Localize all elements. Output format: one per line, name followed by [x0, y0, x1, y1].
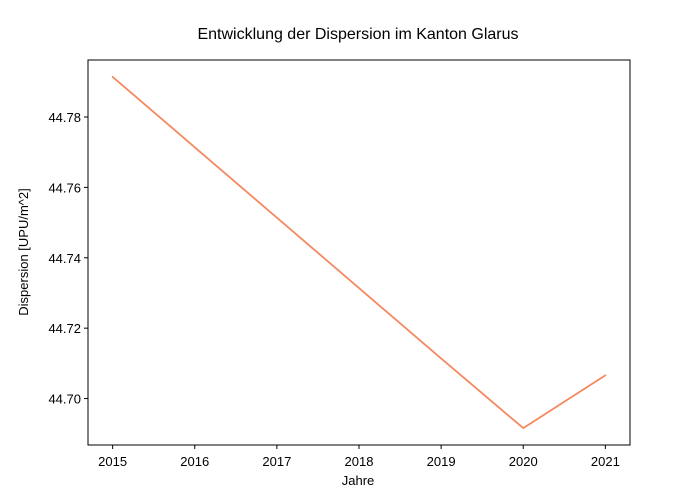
x-tick-label: 2017	[262, 454, 291, 469]
y-tick-label: 44.70	[48, 392, 81, 407]
x-tick-label: 2021	[591, 454, 620, 469]
x-tick-label: 2016	[180, 454, 209, 469]
y-tick-label: 44.76	[48, 180, 81, 195]
x-tick-label: 2019	[427, 454, 456, 469]
x-tick-label: 2015	[98, 454, 127, 469]
y-tick-label: 44.72	[48, 321, 81, 336]
x-axis: 2015 2016 2017 2018 2019 2020 2021	[98, 445, 620, 469]
x-tick-label: 2020	[509, 454, 538, 469]
plot-frame	[87, 59, 631, 446]
y-tick-label: 44.78	[48, 110, 81, 125]
series-layer	[111, 75, 607, 430]
series-line-0	[111, 75, 607, 430]
x-tick-label: 2018	[345, 454, 374, 469]
chart-title: Entwicklung der Dispersion im Kanton Gla…	[197, 26, 518, 43]
y-tick-label: 44.74	[48, 251, 81, 266]
y-axis-label: Dispersion [UPU/m^2]	[16, 188, 31, 315]
y-axis: 44.70 44.72 44.74 44.76 44.78	[48, 110, 88, 407]
x-axis-label: Jahre	[342, 473, 375, 488]
